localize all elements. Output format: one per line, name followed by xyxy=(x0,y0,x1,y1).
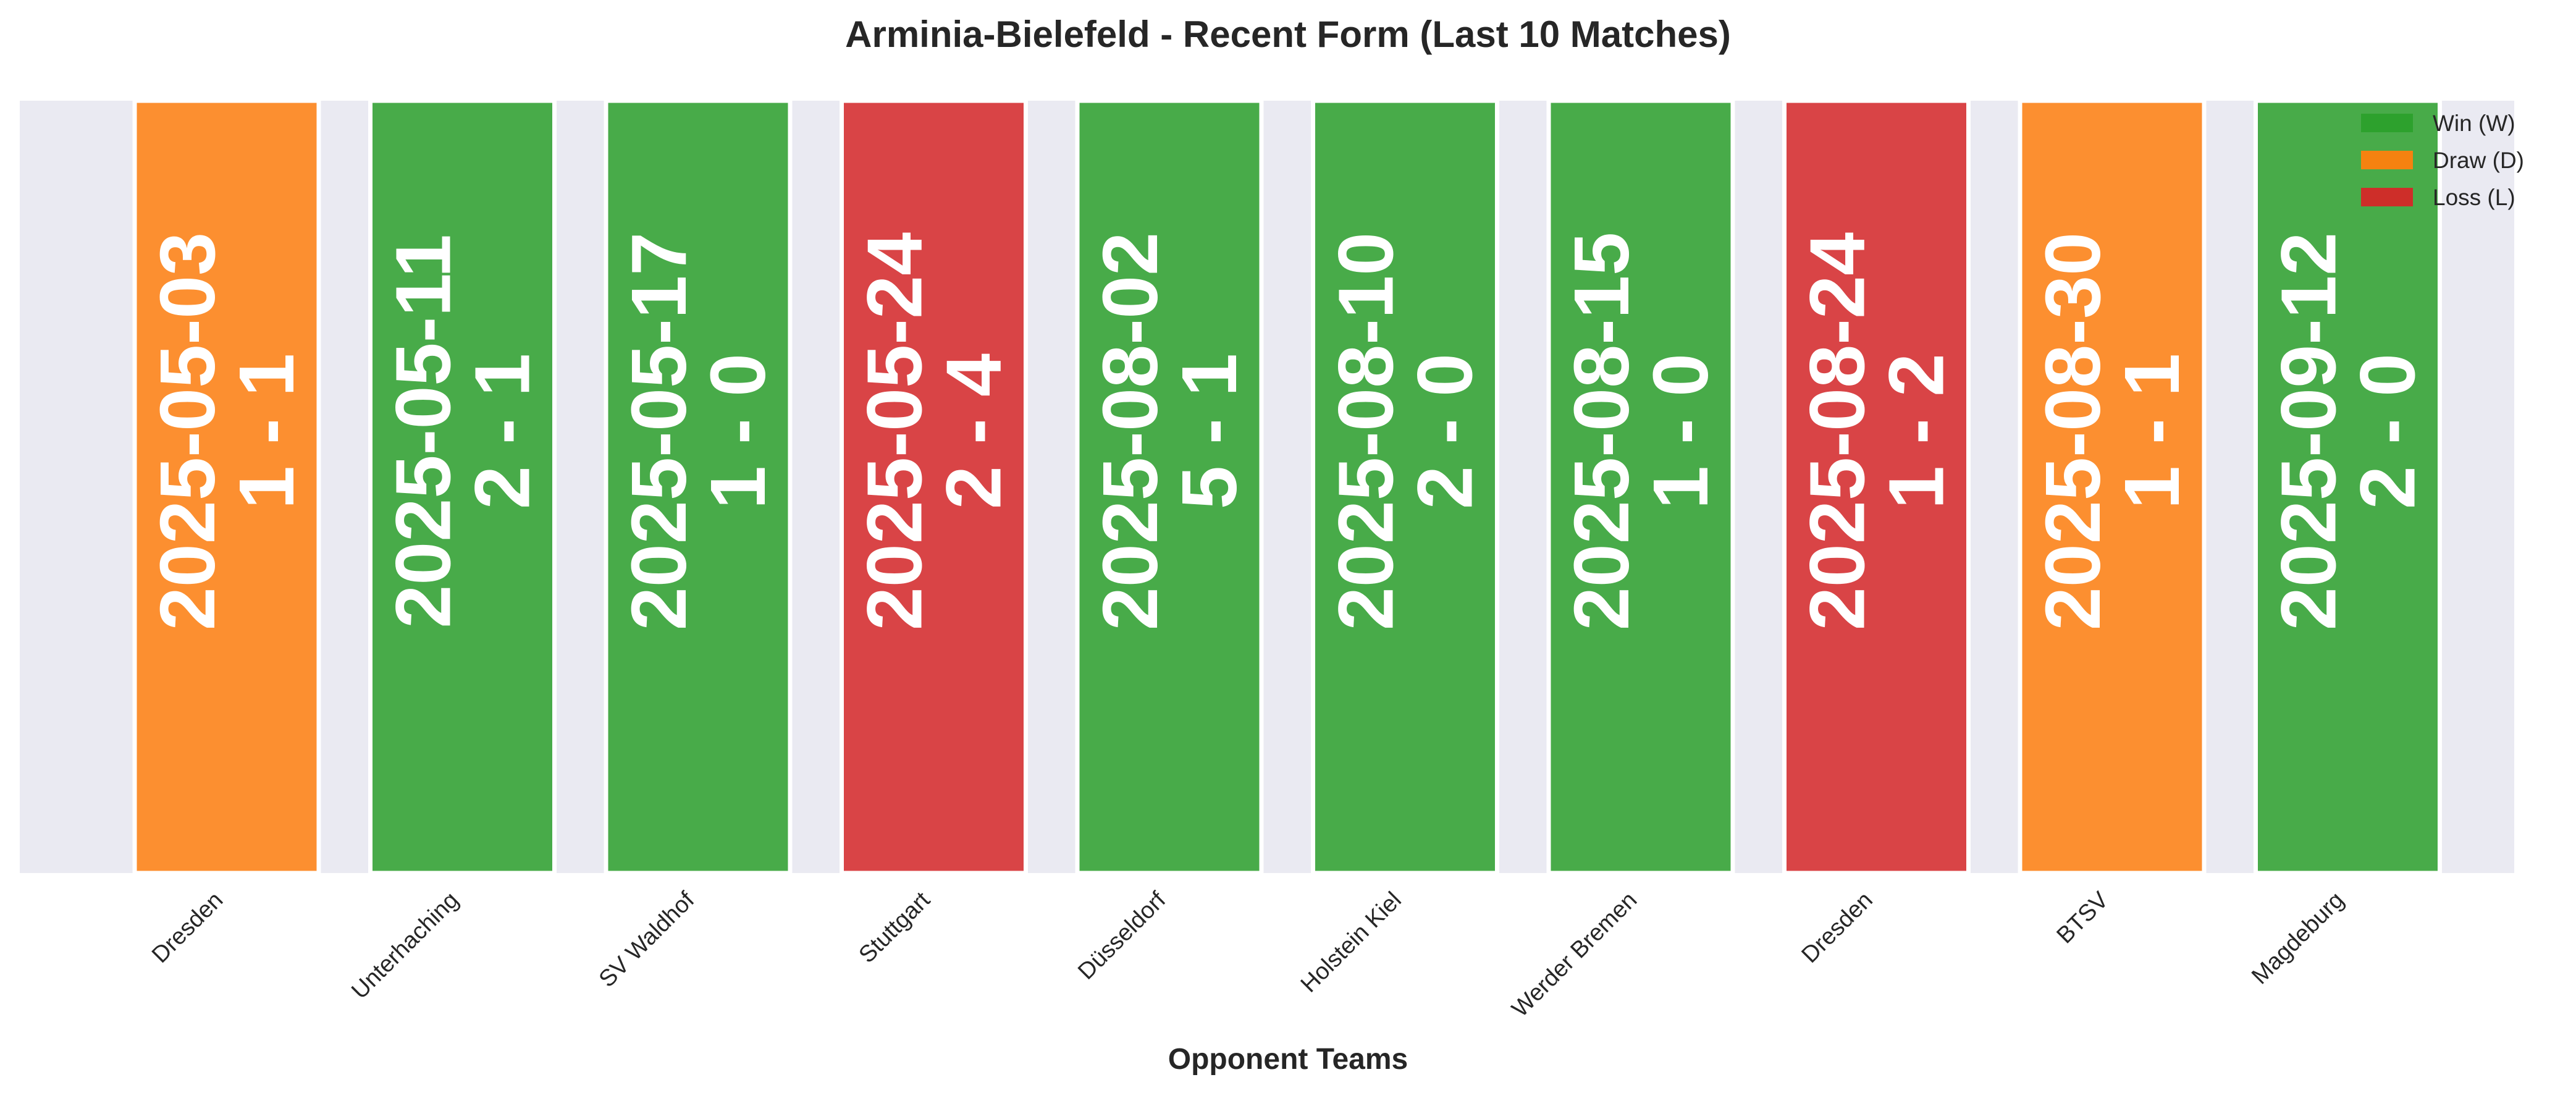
bar-date-4: 2025-05-24 xyxy=(851,232,938,631)
bar-date-5: 2025-08-02 xyxy=(1087,232,1174,631)
x-tick-label-1: Dresden xyxy=(147,887,228,968)
legend-label-l: Loss (L) xyxy=(2433,185,2515,210)
bar-label-8: 2025-08-241 - 2 xyxy=(1794,232,1960,631)
bar-4 xyxy=(840,98,1028,876)
bars-layer xyxy=(132,98,2442,876)
bar-labels-layer: 2025-05-031 - 1 2025-05-112 - 1 2025-05-17… xyxy=(144,232,2431,631)
bar-date-9: 2025-08-30 xyxy=(2029,232,2116,631)
bar-date-8: 2025-08-24 xyxy=(1794,232,1881,631)
bar-label-6: 2025-08-102 - 0 xyxy=(1323,232,1489,631)
bar-date-10: 2025-09-12 xyxy=(2265,232,2352,631)
bar-label-4: 2025-05-242 - 4 xyxy=(851,232,1017,631)
x-tick-label-4: Stuttgart xyxy=(854,887,936,968)
bar-5 xyxy=(1075,98,1264,876)
bar-score-2: 2 - 1 xyxy=(459,353,546,509)
bar-1 xyxy=(132,98,321,876)
bar-date-7: 2025-08-15 xyxy=(1558,232,1645,631)
bar-9 xyxy=(2018,98,2207,876)
legend-swatch-d xyxy=(2361,151,2413,169)
x-tick-label-9: BTSV xyxy=(2052,887,2113,948)
bar-2 xyxy=(368,98,557,876)
bar-score-7: 1 - 0 xyxy=(1637,353,1724,509)
bar-score-10: 2 - 0 xyxy=(2344,353,2431,509)
x-tick-label-8: Dresden xyxy=(1797,887,1878,968)
bar-label-7: 2025-08-151 - 0 xyxy=(1558,232,1724,631)
x-tick-label-10: Magdeburg xyxy=(2247,887,2349,990)
legend-label-d: Draw (D) xyxy=(2433,148,2524,173)
bar-10 xyxy=(2254,98,2442,876)
bar-score-4: 2 - 4 xyxy=(930,353,1017,509)
legend: Win (W) Draw (D) Loss (L) xyxy=(2361,111,2524,210)
bar-label-1: 2025-05-031 - 1 xyxy=(144,232,310,631)
bar-6 xyxy=(1311,98,1499,876)
x-tick-labels: Dresden Unterhaching SV Waldhof Stuttgart Dü… xyxy=(147,887,2349,1022)
x-tick-label-6: Holstein Kiel xyxy=(1296,887,1407,998)
legend-swatch-w xyxy=(2361,114,2413,132)
chart-title: Arminia-Bielefeld - Recent Form (Last 10… xyxy=(845,14,1731,55)
bar-score-9: 1 - 1 xyxy=(2108,353,2195,509)
bar-score-5: 5 - 1 xyxy=(1166,353,1253,509)
bar-score-8: 1 - 2 xyxy=(1873,353,1960,509)
bar-label-10: 2025-09-122 - 0 xyxy=(2265,232,2431,631)
bar-date-3: 2025-05-17 xyxy=(615,232,702,631)
bar-8 xyxy=(1782,98,1971,876)
x-tick-label-7: Werder Bremen xyxy=(1507,887,1643,1023)
bar-7 xyxy=(1546,98,1735,876)
x-axis-label: Opponent Teams xyxy=(1168,1043,1408,1076)
bar-date-6: 2025-08-10 xyxy=(1323,232,1410,631)
bar-score-1: 1 - 1 xyxy=(223,353,310,509)
bar-label-3: 2025-05-171 - 0 xyxy=(615,232,781,631)
x-tick-label-3: SV Waldhof xyxy=(594,887,700,992)
bar-label-9: 2025-08-301 - 1 xyxy=(2029,232,2195,631)
bar-label-5: 2025-08-025 - 1 xyxy=(1087,232,1253,631)
bar-score-3: 1 - 0 xyxy=(694,353,781,509)
bar-date-2: 2025-05-11 xyxy=(380,234,467,628)
x-tick-label-2: Unterhaching xyxy=(347,887,464,1005)
bar-label-2: 2025-05-112 - 1 xyxy=(380,234,546,628)
bar-3 xyxy=(604,98,793,876)
bar-score-6: 2 - 0 xyxy=(1402,353,1489,509)
legend-label-w: Win (W) xyxy=(2433,111,2515,136)
legend-swatch-l xyxy=(2361,188,2413,206)
x-tick-label-5: Düsseldorf xyxy=(1073,887,1171,984)
bar-date-1: 2025-05-03 xyxy=(144,232,231,631)
